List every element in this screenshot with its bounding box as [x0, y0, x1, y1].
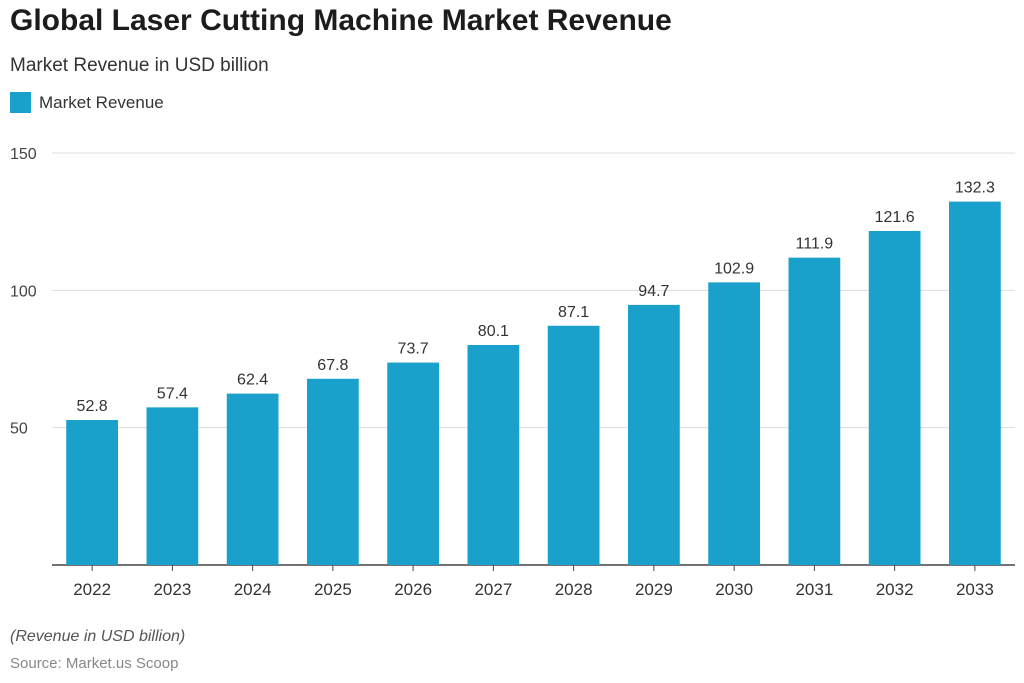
data-label: 80.1: [478, 323, 509, 340]
bar: [547, 325, 600, 565]
bar: [66, 419, 119, 565]
data-label: 62.4: [237, 372, 268, 389]
data-label: 73.7: [398, 341, 429, 358]
x-tick-label: 2026: [394, 580, 432, 599]
data-label: 57.4: [157, 385, 188, 402]
bar: [146, 407, 199, 565]
y-tick-label: 100: [10, 283, 37, 300]
x-tick-label: 2024: [234, 580, 272, 599]
legend-swatch: [10, 92, 31, 113]
bar: [948, 201, 1001, 565]
bar: [788, 257, 841, 565]
data-label: 67.8: [317, 357, 348, 374]
y-tick-label: 50: [10, 421, 28, 438]
x-tick-label: 2033: [956, 580, 994, 599]
y-tick-label: 150: [10, 146, 37, 163]
legend: Market Revenue: [10, 92, 164, 113]
chart-subtitle: Market Revenue in USD billion: [10, 55, 269, 76]
data-label: 102.9: [714, 260, 754, 277]
bar: [627, 304, 680, 565]
bar: [226, 393, 279, 565]
data-label: 132.3: [955, 180, 995, 197]
bar: [708, 282, 761, 565]
data-label: 121.6: [875, 209, 915, 226]
x-tick-label: 2030: [715, 580, 753, 599]
bar: [306, 378, 359, 565]
x-tick-label: 2023: [153, 580, 191, 599]
data-label: 87.1: [558, 304, 589, 321]
source-text: Source: Market.us Scoop: [10, 655, 179, 672]
bar: [467, 344, 520, 565]
data-label: 111.9: [796, 236, 834, 253]
x-tick-label: 2025: [314, 580, 352, 599]
bar: [868, 231, 921, 565]
chart-title: Global Laser Cutting Machine Market Reve…: [10, 4, 672, 37]
x-tick-label: 2029: [635, 580, 673, 599]
x-tick-label: 2031: [795, 580, 833, 599]
x-tick-label: 2032: [876, 580, 914, 599]
data-label: 94.7: [638, 283, 669, 300]
x-tick-label: 2028: [555, 580, 593, 599]
legend-label: Market Revenue: [39, 92, 164, 112]
x-tick-label: 2027: [474, 580, 512, 599]
x-tick-label: 2022: [73, 580, 111, 599]
bar: [387, 362, 440, 565]
data-label: 52.8: [77, 398, 108, 415]
footnote: (Revenue in USD billion): [10, 628, 186, 645]
